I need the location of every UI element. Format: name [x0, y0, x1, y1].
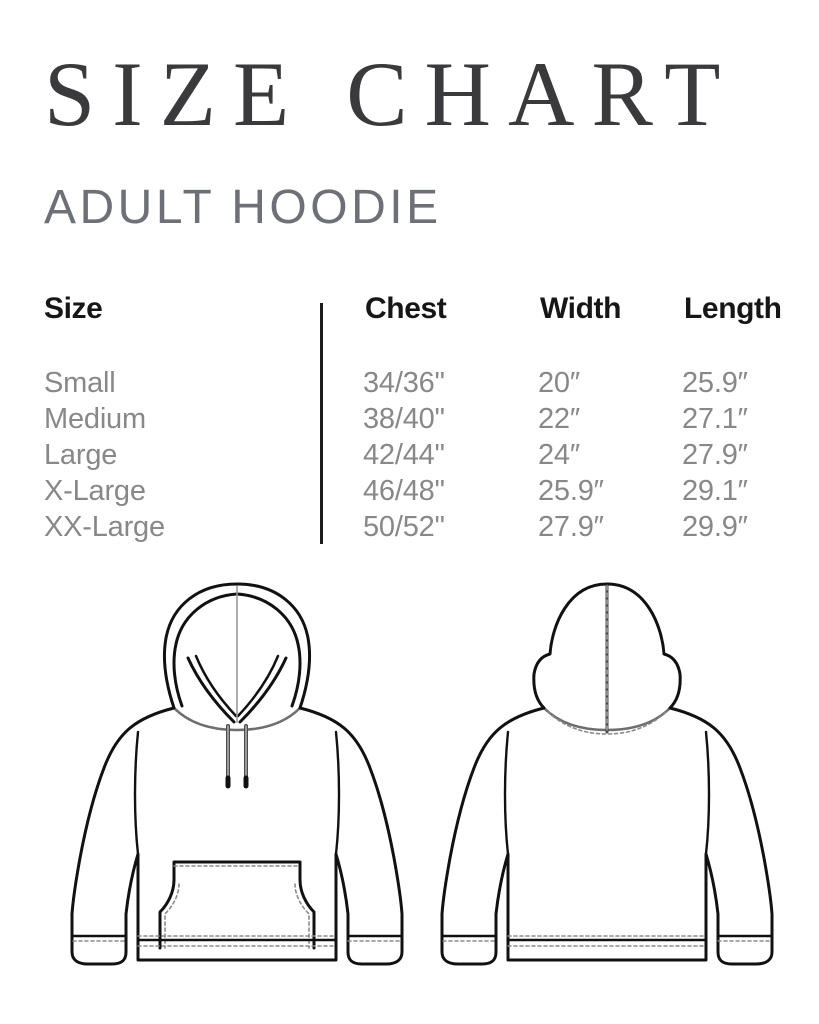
cell-chest: 34/36"	[363, 367, 445, 399]
table-row: X-Large 46/48" 25.9″ 29.1″	[0, 474, 819, 510]
table-row: Large 42/44" 24″ 27.9″	[0, 438, 819, 474]
cell-chest: 46/48"	[363, 475, 445, 507]
cell-size: XX-Large	[44, 511, 165, 543]
hoodie-back-view	[432, 562, 782, 992]
cell-chest: 50/52"	[363, 511, 445, 543]
table-row: Medium 38/40" 22″ 27.1″	[0, 402, 819, 438]
cell-size: Small	[44, 367, 116, 399]
cell-length: 29.1″	[682, 475, 748, 507]
cell-chest: 42/44"	[363, 439, 445, 471]
cell-width: 27.9″	[538, 511, 604, 543]
hoodie-front-view	[62, 562, 412, 992]
cell-length: 27.1″	[682, 403, 748, 435]
cell-size: X-Large	[44, 475, 146, 507]
cell-length: 29.9″	[682, 511, 748, 543]
cell-width: 22″	[538, 403, 580, 435]
cell-size: Large	[44, 439, 118, 471]
column-header-chest: Chest	[365, 292, 447, 325]
cell-length: 27.9″	[682, 439, 748, 471]
table-header-row: Size Chest Width Length	[0, 290, 819, 330]
page-title: SIZE CHART	[44, 43, 738, 145]
hoodie-illustrations	[0, 562, 819, 1002]
table-row: XX-Large 50/52" 27.9″ 29.9″	[0, 510, 819, 546]
column-header-length: Length	[684, 292, 782, 325]
cell-width: 25.9″	[538, 475, 604, 507]
size-table: Size Chest Width Length Small 34/36" 20″…	[0, 290, 819, 560]
cell-size: Medium	[44, 403, 146, 435]
hoodie-front-icon	[70, 582, 404, 966]
table-vertical-divider	[320, 303, 323, 544]
page-subtitle: ADULT HOODIE	[44, 181, 442, 234]
column-header-width: Width	[540, 292, 622, 325]
cell-width: 20″	[538, 367, 580, 399]
cell-width: 24″	[538, 439, 580, 471]
cell-length: 25.9″	[682, 367, 748, 399]
column-header-size: Size	[44, 292, 103, 325]
table-body: Small 34/36" 20″ 25.9″ Medium 38/40" 22″…	[0, 366, 819, 546]
cell-chest: 38/40"	[363, 403, 445, 435]
table-row: Small 34/36" 20″ 25.9″	[0, 366, 819, 402]
hoodie-back-icon	[440, 582, 774, 966]
